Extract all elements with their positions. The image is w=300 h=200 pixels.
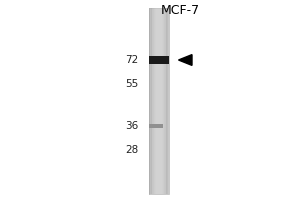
- Text: 36: 36: [125, 121, 138, 131]
- Bar: [152, 8, 153, 194]
- Text: MCF-7: MCF-7: [160, 4, 200, 18]
- Bar: [149, 8, 151, 194]
- Text: 28: 28: [125, 145, 138, 155]
- Bar: [149, 8, 169, 194]
- Bar: [149, 124, 163, 128]
- Bar: [163, 8, 164, 194]
- Bar: [165, 8, 166, 194]
- Bar: [153, 8, 154, 194]
- Bar: [164, 8, 166, 194]
- Bar: [149, 56, 169, 64]
- Text: 72: 72: [125, 55, 138, 65]
- Bar: [167, 8, 169, 194]
- Bar: [154, 8, 156, 194]
- Bar: [166, 8, 167, 194]
- Bar: [167, 8, 168, 194]
- Bar: [154, 8, 155, 194]
- Bar: [164, 8, 165, 194]
- Bar: [152, 8, 154, 194]
- Bar: [162, 8, 164, 194]
- Polygon shape: [178, 55, 192, 65]
- Bar: [150, 8, 152, 194]
- Text: 55: 55: [125, 79, 138, 89]
- Bar: [151, 8, 152, 194]
